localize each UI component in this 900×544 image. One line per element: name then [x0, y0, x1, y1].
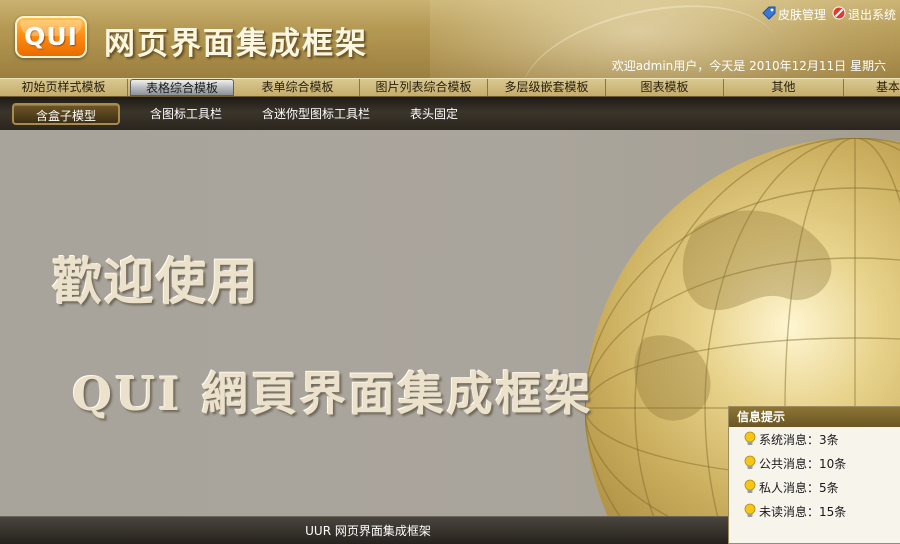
header: QUI 网页界面集成框架 皮肤管理 退出系统 欢迎admin用户，今天是 201…	[0, 0, 900, 78]
tab-nested-template[interactable]: 多层级嵌套模板	[488, 79, 606, 96]
info-item-label: 系统消息：3条	[759, 432, 839, 447]
info-item-label: 公共消息：10条	[759, 456, 847, 471]
lightbulb-icon	[744, 503, 756, 517]
lightbulb-icon	[744, 479, 756, 493]
welcome-user-text: 欢迎admin用户，今天是 2010年12月11日 星期六	[611, 59, 886, 73]
tab-basic[interactable]: 基本	[876, 80, 900, 94]
exit-stop-icon	[832, 6, 846, 23]
info-panel-title: 信息提示	[729, 407, 900, 427]
skin-tag-icon	[762, 6, 776, 23]
info-item-public[interactable]: 公共消息：10条	[729, 451, 900, 475]
tab-form-template[interactable]: 表单综合模板	[236, 79, 360, 96]
sub-nav: 含盒子模型 含图标工具栏 含迷你型图标工具栏 表头固定	[0, 97, 900, 130]
info-item-private[interactable]: 私人消息：5条	[729, 475, 900, 499]
info-item-unread[interactable]: 未读消息：15条	[729, 499, 900, 523]
logout-link[interactable]: 退出系统	[832, 6, 896, 23]
logout-label: 退出系统	[847, 8, 896, 22]
tab-table-template[interactable]: 表格综合模板	[130, 79, 234, 96]
welcome-subheading: QUI 網頁界面集成框架	[72, 367, 594, 421]
skin-manage-link[interactable]: 皮肤管理	[762, 6, 826, 23]
app-title: 网页界面集成框架	[104, 26, 368, 62]
subnav-box-model[interactable]: 含盒子模型	[12, 102, 121, 125]
subnav-mini-icon-toolbar[interactable]: 含迷你型图标工具栏	[262, 106, 371, 121]
info-item-label: 私人消息：5条	[759, 480, 839, 495]
info-panel: 信息提示 系统消息：3条 公共消息：10条 私人消息：5条 未读消息：15条	[728, 406, 900, 544]
header-glow	[430, 0, 900, 78]
tab-initial-style-template[interactable]: 初始页样式模板	[0, 79, 128, 96]
welcome-heading: 歡迎使用	[52, 252, 260, 311]
tab-other[interactable]: 其他	[724, 79, 844, 96]
tab-image-list-template[interactable]: 图片列表综合模板	[360, 79, 488, 96]
lightbulb-icon	[744, 431, 756, 445]
info-item-label: 未读消息：15条	[759, 504, 847, 519]
top-links: 皮肤管理 退出系统	[762, 6, 896, 23]
skin-manage-label: 皮肤管理	[777, 8, 826, 22]
app-logo: QUI	[15, 16, 87, 58]
info-item-system[interactable]: 系统消息：3条	[729, 427, 900, 451]
footer-text: UUR 网页界面集成框架	[305, 524, 431, 538]
lightbulb-icon	[744, 455, 756, 469]
subnav-fixed-header[interactable]: 表头固定	[410, 106, 459, 121]
subnav-icon-toolbar[interactable]: 含图标工具栏	[150, 106, 223, 121]
main-nav: 初始页样式模板 表格综合模板 表单综合模板 图片列表综合模板 多层级嵌套模板 图…	[0, 78, 900, 97]
tab-chart-template[interactable]: 图表模板	[606, 79, 724, 96]
